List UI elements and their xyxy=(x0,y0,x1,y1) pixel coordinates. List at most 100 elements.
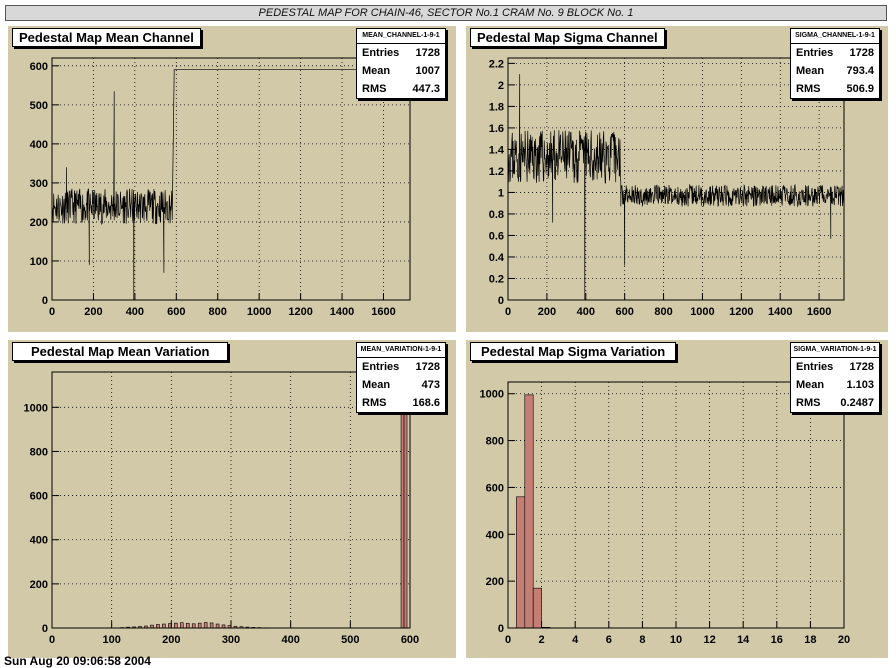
stats-mean-row: Mean 793.4 xyxy=(791,62,879,80)
stats-entries: 1728 xyxy=(415,47,440,59)
stats-mean: 473 xyxy=(421,379,440,391)
histogram-bar xyxy=(156,624,160,629)
plot-area xyxy=(52,58,410,300)
stats-box: SIGMA_VARIATION-1-9-1 Entries 1728 Mean 1.… xyxy=(790,342,880,413)
y-tick-label: 1.2 xyxy=(489,166,504,178)
timestamp-footer: Sun Aug 20 09:06:58 2004 xyxy=(4,654,151,668)
histogram-bar xyxy=(400,387,405,629)
stats-rms: 447.3 xyxy=(412,83,440,95)
x-tick-label: 800 xyxy=(654,306,672,318)
histogram-bar xyxy=(524,394,534,629)
stats-entries-row: Entries 1728 xyxy=(357,44,445,62)
y-tick-label: 200 xyxy=(486,576,504,588)
y-tick-label: 0.6 xyxy=(489,230,504,242)
x-tick-label: 8 xyxy=(639,634,645,646)
x-tick-label: 200 xyxy=(538,306,556,318)
histogram-bar xyxy=(179,622,184,629)
chart-sigma-channel: 0 200 400 600 800 1000 1200 1400 1600 0 0.2 0.4 0.6 0… xyxy=(489,57,845,318)
stats-rms: 168.6 xyxy=(412,397,440,409)
histogram-bar xyxy=(215,623,220,629)
x-tick-label: 400 xyxy=(577,306,595,318)
y-tick-label: 0 xyxy=(42,623,48,635)
histogram-bar xyxy=(516,496,526,629)
y-tick-label: 2.2 xyxy=(489,58,504,70)
stats-entries-row: Entries 1728 xyxy=(357,358,445,376)
stats-name: MEAN_CHANNEL-1-9-1 xyxy=(357,29,445,44)
x-tick-label: 1400 xyxy=(768,306,792,318)
stats-name: SIGMA_VARIATION-1-9-1 xyxy=(791,343,879,358)
x-tick-label: 2 xyxy=(539,634,545,646)
histogram-bar xyxy=(203,622,208,629)
x-tick-label: 100 xyxy=(102,634,120,646)
x-tick-label: 600 xyxy=(615,306,633,318)
chart-title: Pedestal Map Sigma Variation xyxy=(470,342,677,361)
y-tick-label: 200 xyxy=(30,217,48,229)
stats-box: MEAN_VARIATION-1-9-1 Entries 1728 Mean 473… xyxy=(356,342,446,413)
y-tick-label: 600 xyxy=(486,482,504,494)
x-tick-label: 1000 xyxy=(247,306,271,318)
y-tick-label: 0 xyxy=(498,623,504,635)
y-tick-label: 400 xyxy=(486,529,504,541)
x-tick-label: 0 xyxy=(505,306,511,318)
x-tick-label: 400 xyxy=(126,306,144,318)
chart-title: Pedestal Map Mean Channel xyxy=(12,28,201,47)
series-line xyxy=(507,74,845,301)
y-tick-label: 100 xyxy=(30,256,48,268)
stats-entries-row: Entries 1728 xyxy=(791,44,879,62)
stats-mean-row: Mean 1.103 xyxy=(791,376,879,394)
stats-name: SIGMA_CHANNEL-1-9-1 xyxy=(791,29,879,44)
series-line xyxy=(51,69,410,301)
x-tick-label: 800 xyxy=(209,306,227,318)
stats-mean: 1.103 xyxy=(846,379,874,391)
stats-rms: 506.9 xyxy=(846,83,874,95)
stats-box: MEAN_CHANNEL-1-9-1 Entries 1728 Mean 1007 … xyxy=(356,28,446,99)
stats-rms-row: RMS 168.6 xyxy=(357,394,445,412)
y-tick-label: 1.6 xyxy=(489,123,504,135)
stats-rms-row: RMS 506.9 xyxy=(791,80,879,98)
x-tick-label: 0 xyxy=(505,634,511,646)
y-tick-label: 500 xyxy=(30,100,48,112)
axis-frame xyxy=(51,57,411,301)
panel-mean-variation: 0 100 200 300 400 500 600 0 200 400 600 800 1000 Ped… xyxy=(8,340,456,658)
stats-entries: 1728 xyxy=(849,47,874,59)
panel-sigma-variation: 0 2 4 6 8 10 12 14 16 18 20 0 200 400 600 800 1000 Pedes… xyxy=(466,340,888,658)
panel-mean-channel: 0 200 400 600 800 1000 1200 1400 1600 0 100 200 300 4… xyxy=(8,26,456,332)
x-tick-label: 6 xyxy=(606,634,612,646)
x-tick-label: 400 xyxy=(281,634,299,646)
x-tick-label: 500 xyxy=(341,634,359,646)
x-tick-label: 1600 xyxy=(371,306,395,318)
x-tick-label: 1600 xyxy=(807,306,831,318)
x-tick-label: 20 xyxy=(838,634,850,646)
y-tick-label: 800 xyxy=(30,446,48,458)
stats-rms-row: RMS 447.3 xyxy=(357,80,445,98)
stats-mean: 1007 xyxy=(415,65,440,77)
canvas-banner: PEDESTAL MAP FOR CHAIN-46, SECTOR No.1 C… xyxy=(5,5,887,21)
histogram-bar xyxy=(403,384,408,629)
x-tick-label: 1200 xyxy=(288,306,312,318)
x-tick-label: 300 xyxy=(222,634,240,646)
y-tick-label: 1 xyxy=(498,187,504,199)
histogram-bar xyxy=(185,623,190,629)
histogram-bar xyxy=(191,623,196,629)
y-tick-label: 600 xyxy=(30,491,48,503)
x-tick-label: 0 xyxy=(49,634,55,646)
stats-name: MEAN_VARIATION-1-9-1 xyxy=(357,343,445,358)
chart-title: Pedestal Map Mean Variation xyxy=(12,342,229,361)
stats-rms-row: RMS 0.2487 xyxy=(791,394,879,412)
x-tick-label: 1400 xyxy=(330,306,354,318)
chart-mean-channel: 0 200 400 600 800 1000 1200 1400 1600 0 100 200 300 4… xyxy=(30,57,411,318)
x-tick-label: 600 xyxy=(167,306,185,318)
chart-mean-variation: 0 100 200 300 400 500 600 0 200 400 600 800 1000 xyxy=(24,371,419,646)
axis-frame xyxy=(507,57,845,301)
panel-sigma-channel: 0 200 400 600 800 1000 1200 1400 1600 0 0.2 0.4 0.6 0… xyxy=(466,26,888,332)
histogram-bar xyxy=(174,622,178,629)
x-tick-label: 600 xyxy=(401,634,419,646)
y-tick-label: 2 xyxy=(498,80,504,92)
stats-mean-row: Mean 1007 xyxy=(357,62,445,80)
x-tick-label: 18 xyxy=(804,634,816,646)
stats-mean-row: Mean 473 xyxy=(357,376,445,394)
y-tick-label: 0 xyxy=(498,295,504,307)
plot-area xyxy=(508,58,844,300)
stats-box: SIGMA_CHANNEL-1-9-1 Entries 1728 Mean 793.… xyxy=(790,28,880,99)
